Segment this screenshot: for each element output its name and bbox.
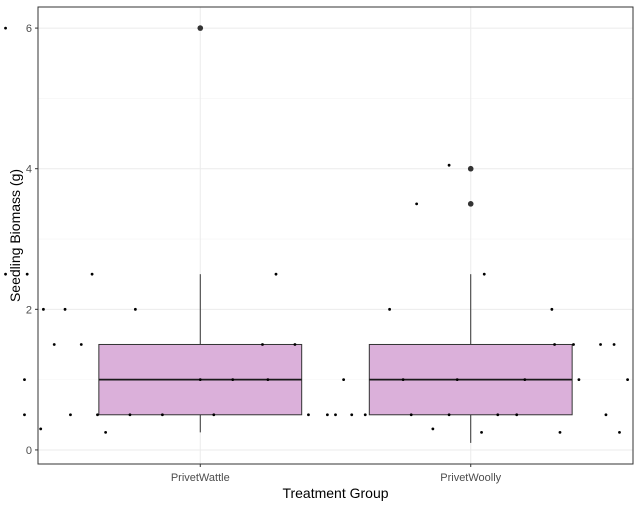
- data-point: [334, 413, 337, 417]
- data-point: [79, 343, 83, 346]
- data-point: [482, 272, 486, 276]
- data-point: [198, 378, 202, 382]
- data-point: [577, 378, 581, 382]
- data-point: [96, 413, 99, 417]
- outlier-point: [467, 165, 474, 172]
- y-axis-title: Seedling Biomass (g): [7, 169, 23, 302]
- data-point: [550, 307, 554, 311]
- data-point: [63, 307, 67, 311]
- data-point: [626, 378, 629, 382]
- outlier-point: [197, 25, 204, 31]
- y-tick-label: 6: [26, 23, 32, 35]
- data-point: [480, 430, 483, 434]
- data-point: [161, 413, 164, 417]
- jitter-points: [4, 26, 629, 434]
- data-point: [431, 427, 435, 431]
- data-point: [39, 427, 43, 431]
- data-point: [325, 413, 329, 417]
- grid-lines: [38, 7, 633, 464]
- data-point: [558, 430, 562, 434]
- data-point: [231, 378, 235, 382]
- data-point: [261, 343, 264, 346]
- data-point: [128, 413, 132, 417]
- data-point: [401, 378, 405, 382]
- data-point: [572, 343, 575, 346]
- data-point: [4, 272, 7, 276]
- data-point: [618, 430, 621, 434]
- data-point: [307, 413, 310, 417]
- plot-panel-border: [37, 6, 634, 465]
- data-point: [515, 413, 519, 417]
- data-point: [342, 378, 346, 382]
- data-point: [388, 307, 391, 311]
- data-point: [23, 378, 26, 382]
- data-point: [496, 413, 500, 417]
- data-point: [455, 378, 459, 382]
- data-point: [23, 413, 26, 417]
- axes: 0 2 4 6 PrivetWattle PrivetWoolly: [26, 23, 502, 484]
- data-point: [350, 413, 354, 417]
- data-point: [25, 272, 29, 276]
- data-point: [415, 202, 419, 206]
- data-point: [604, 413, 608, 417]
- data-point: [612, 343, 616, 346]
- x-tick-label: PrivetWoolly: [440, 472, 501, 484]
- outlier-point: [467, 201, 474, 207]
- data-point: [293, 343, 297, 346]
- data-point: [4, 26, 7, 30]
- data-point: [266, 378, 270, 382]
- data-point: [447, 413, 451, 417]
- y-tick-label: 4: [26, 164, 32, 176]
- y-tick-label: 0: [26, 445, 32, 457]
- y-tick-label: 2: [26, 304, 32, 316]
- data-point: [523, 378, 527, 382]
- data-point: [104, 430, 108, 434]
- data-point: [69, 413, 72, 417]
- data-point: [274, 272, 278, 276]
- data-point: [447, 163, 451, 167]
- data-point: [599, 343, 602, 346]
- data-point: [363, 413, 367, 417]
- data-point: [133, 307, 137, 311]
- data-point: [212, 413, 216, 417]
- data-point: [42, 307, 45, 311]
- data-point: [90, 272, 94, 276]
- x-tick-label: PrivetWattle: [171, 472, 230, 484]
- data-point: [52, 343, 56, 346]
- x-axis-title: Treatment Group: [282, 485, 388, 501]
- data-point: [409, 413, 413, 417]
- data-point: [553, 343, 556, 346]
